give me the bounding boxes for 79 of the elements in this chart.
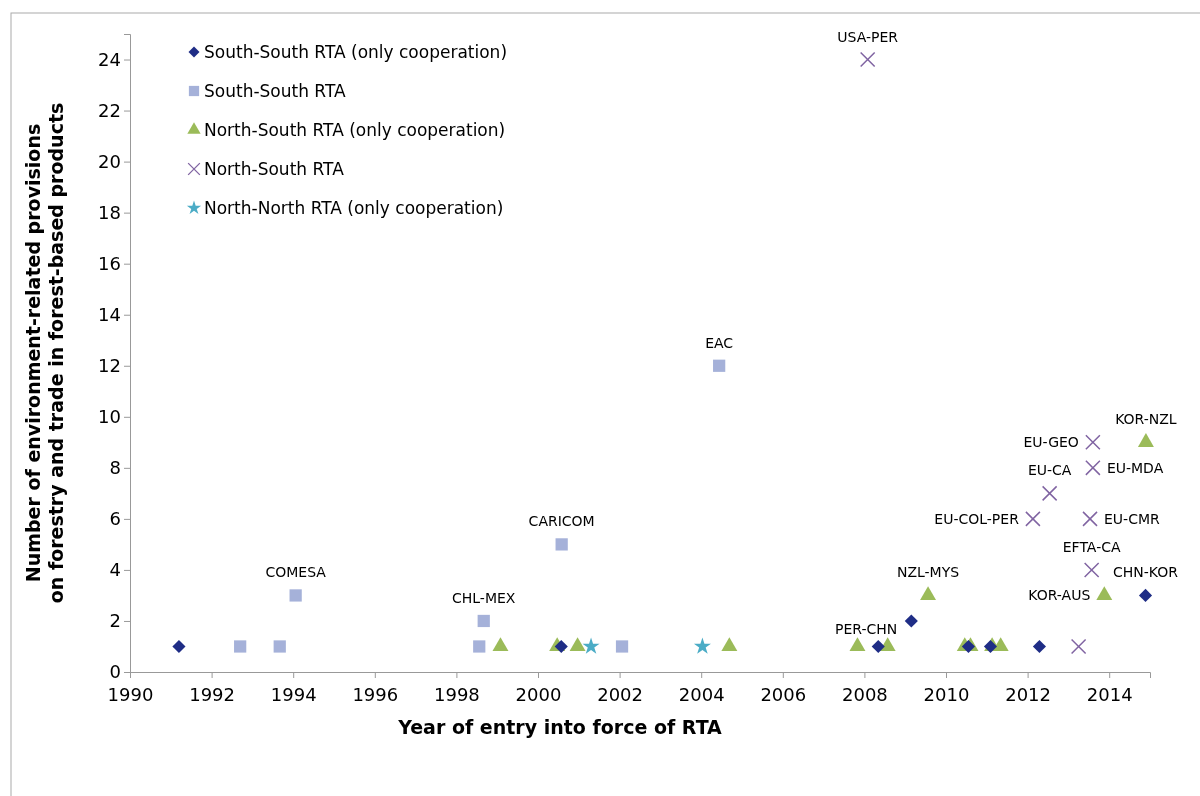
- annotation: COMESA: [265, 564, 327, 581]
- annotation: PER-CHN: [835, 620, 898, 637]
- point: [693, 637, 711, 654]
- point: [172, 639, 186, 654]
- point: [473, 640, 486, 653]
- point: [1138, 588, 1153, 603]
- y-axis-title: Number of environment-related provisions on forestry and trade in forest-based products: [22, 102, 67, 604]
- legend-label: South-South RTA: [204, 81, 346, 101]
- x-tick-label: 2006: [760, 683, 807, 705]
- annotation: EAC: [705, 334, 734, 351]
- point: [492, 637, 509, 652]
- y-tick-label: 14: [98, 303, 121, 325]
- annotation: EU-CA: [1027, 462, 1072, 479]
- point: [615, 640, 629, 653]
- point: [920, 586, 937, 601]
- point: [1082, 511, 1098, 527]
- annotation: KOR-NZL: [1115, 411, 1177, 428]
- point: [554, 639, 568, 654]
- point: [234, 640, 247, 653]
- y-tick-label: 2: [109, 610, 121, 632]
- annotation: CHN-KOR: [1113, 564, 1179, 581]
- x-tick-label: 2004: [678, 683, 725, 705]
- point: [1025, 511, 1041, 527]
- x-tick-label: 2002: [597, 683, 644, 705]
- y-tick-label: 24: [98, 48, 121, 70]
- annotation: EU-COL-PER: [934, 510, 1020, 527]
- y-tick-label: 4: [109, 559, 121, 581]
- point: [289, 589, 302, 602]
- point: [871, 639, 885, 654]
- y-tick-label: 22: [98, 99, 121, 121]
- x-tick-label: 1992: [189, 683, 236, 705]
- legend-label: South-South RTA (only cooperation): [204, 42, 508, 62]
- x-tick-label: 2014: [1086, 683, 1133, 705]
- annotation: EU-MDA: [1106, 459, 1164, 476]
- legend-label: North-South RTA (only cooperation): [204, 120, 506, 140]
- annotation: KOR-AUS: [1028, 587, 1091, 604]
- y-tick-label: 0: [109, 661, 121, 683]
- x-tick-label: 1998: [433, 683, 480, 705]
- x-tick-label: 1990: [107, 683, 154, 705]
- point: [859, 51, 876, 68]
- legend-label: North-South RTA: [204, 159, 345, 179]
- x-tick-label: 2010: [923, 683, 970, 705]
- y-tick-label: 8: [109, 457, 121, 479]
- x-tick-label: 2008: [841, 683, 888, 705]
- y-tick-label: 12: [98, 355, 121, 377]
- legend-label: North-North RTA (only cooperation): [204, 198, 504, 218]
- point: [904, 614, 918, 628]
- point: [477, 614, 490, 628]
- x-tick-label: 1994: [270, 683, 317, 705]
- point: [1096, 586, 1113, 601]
- y-tick-label: 18: [98, 201, 121, 223]
- y-tick-label: 10: [98, 406, 121, 428]
- annotation: EFTA-CA: [1062, 538, 1121, 555]
- point: [569, 637, 586, 652]
- y-tick-label: 20: [98, 150, 121, 172]
- y-tick-label: 6: [109, 508, 121, 530]
- point: [849, 637, 866, 652]
- x-tick-label: 2000: [515, 683, 562, 705]
- annotation: EU-CMR: [1104, 510, 1161, 527]
- point: [1085, 460, 1101, 476]
- point: [1085, 434, 1101, 451]
- point: [1032, 639, 1046, 654]
- point: [713, 359, 726, 372]
- annotation: CARICOM: [528, 513, 595, 530]
- y-tick-label: 16: [98, 252, 121, 274]
- x-tick-label: 2012: [1005, 683, 1052, 705]
- point: [273, 640, 286, 653]
- annotation: CHL-MEX: [452, 589, 516, 606]
- annotation: USA-PER: [837, 28, 899, 45]
- point: [555, 538, 568, 551]
- x-tick-label: 1996: [352, 683, 399, 705]
- point: [1070, 638, 1087, 655]
- point: [721, 637, 738, 652]
- annotation: NZL-MYS: [896, 564, 960, 581]
- point: [1041, 485, 1058, 502]
- point: [1083, 562, 1100, 578]
- point: [582, 637, 600, 654]
- annotation: EU-GEO: [1023, 434, 1079, 451]
- x-axis-title: Year of entry into force of RTA: [397, 716, 723, 738]
